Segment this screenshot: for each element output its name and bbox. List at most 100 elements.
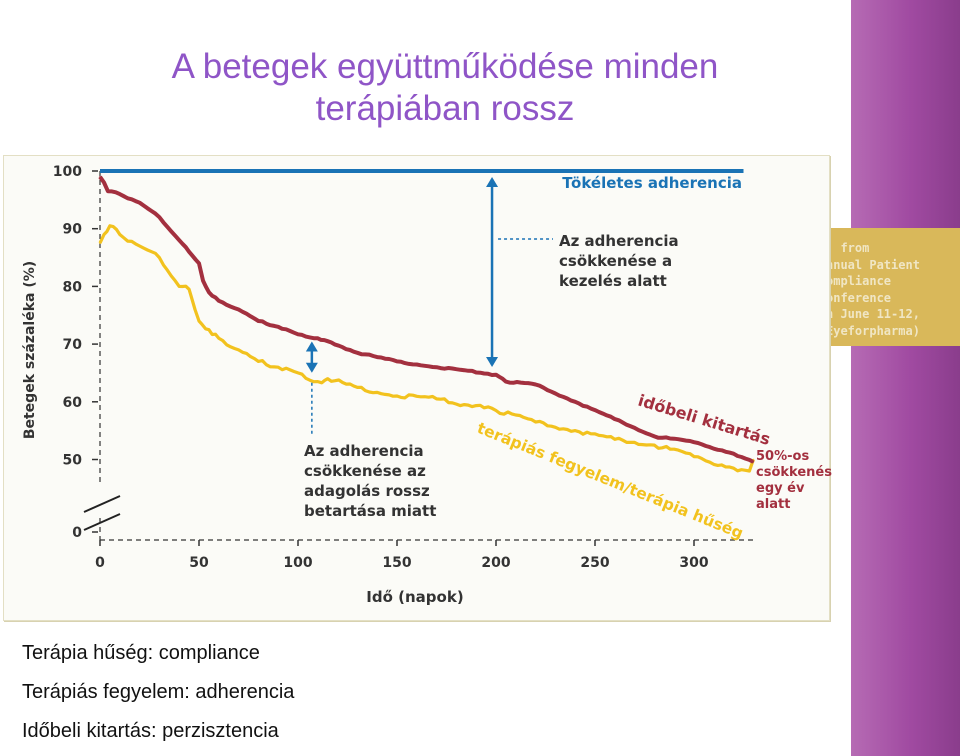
persistence-point	[178, 239, 180, 242]
persistence-point	[277, 325, 280, 328]
compliance-point	[320, 381, 323, 384]
persistence-point	[188, 250, 190, 253]
compliance-point	[435, 398, 438, 400]
treatment-drop-label: csökkenése a	[559, 252, 672, 270]
perfect-adherence-label: Tökéletes adherencia	[562, 174, 742, 192]
persistence-point	[435, 366, 438, 368]
compliance-point	[495, 409, 497, 412]
y-tick-label: 0	[72, 525, 82, 541]
chart-axes: 0 50 60 70 80 90 100 0 50 100 150 200 250 300 Idő (nap…	[22, 164, 756, 606]
persistence-point	[99, 175, 101, 178]
glossary-line-persistence: Időbeli kitartás: perzisztencia	[22, 720, 279, 742]
compliance-point	[188, 288, 190, 291]
persistence-point	[534, 383, 537, 386]
persistence-label: időbeli kitartás	[636, 391, 773, 449]
compliance-point	[237, 349, 240, 351]
compliance-point	[614, 438, 616, 441]
compliance-point	[574, 429, 576, 432]
x-tick-label: 50	[189, 555, 209, 571]
persistence-point	[158, 216, 161, 218]
compliance-point	[693, 455, 695, 458]
x-tick-label: 150	[382, 555, 411, 571]
persistence-point	[505, 380, 507, 383]
compliance-point	[277, 366, 280, 368]
persistence-point	[752, 461, 755, 463]
compliance-point	[317, 380, 319, 383]
compliance-point	[534, 421, 537, 423]
persistence-point	[653, 435, 656, 438]
persistence-point	[317, 337, 319, 340]
persistence-point	[732, 452, 735, 455]
compliance-point	[748, 470, 751, 472]
x-tick-label: 300	[679, 555, 708, 571]
persistence-point	[138, 201, 141, 204]
x-tick-label: 100	[283, 555, 312, 571]
slide-title: A betegek együttműködése minden terápiáb…	[110, 46, 780, 130]
glossary-line-compliance: Terápia hűség: compliance	[22, 642, 260, 664]
compliance-point	[119, 233, 121, 236]
compliance-point	[208, 328, 210, 331]
treatment-drop-arrowhead-down	[486, 356, 499, 367]
compliance-point	[194, 308, 196, 311]
side-note-text: from nnual Patient ompliance onference n…	[826, 241, 920, 338]
year-drop-label: csökkenés	[756, 465, 832, 480]
x-tick-label: 200	[481, 555, 510, 571]
persistence-point	[107, 190, 109, 192]
compliance-point	[103, 233, 105, 236]
treatment-drop-arrowhead-up	[486, 177, 499, 187]
persistence-point	[119, 193, 121, 195]
persistence-point	[103, 181, 105, 184]
compliance-point	[752, 458, 755, 461]
compliance-point	[257, 360, 260, 363]
side-note-box: from nnual Patient ompliance onference n…	[824, 228, 960, 346]
y-axis-title: Betegek százaléka (%)	[22, 261, 38, 439]
compliance-point	[356, 386, 359, 389]
treatment-drop-label: kezelés alatt	[559, 272, 667, 290]
compliance-point	[158, 256, 161, 259]
compliance-point	[109, 225, 111, 227]
series-persistence	[98, 175, 755, 464]
x-axis-title: Idő (napok)	[366, 588, 463, 606]
series-compliance	[98, 224, 755, 473]
axis-break-mark	[83, 495, 121, 513]
compliance-point	[99, 242, 101, 244]
compliance-point	[297, 372, 299, 374]
y-tick-label: 100	[53, 164, 82, 180]
dosing-drop-arrowhead-down	[305, 362, 318, 373]
year-drop-label: alatt	[756, 497, 790, 512]
dosing-drop-label: csökkenése az	[304, 462, 426, 480]
year-drop-label: 50%-os	[756, 449, 809, 464]
persistence-point	[574, 401, 576, 403]
chart-series	[98, 169, 755, 473]
compliance-point	[138, 245, 141, 247]
persistence-point	[614, 418, 616, 420]
dosing-drop-label: adagolás rossz	[304, 482, 430, 500]
glossary-line-adherence: Terápiás fegyelem: adherencia	[22, 681, 295, 703]
y-tick-label: 70	[63, 337, 83, 353]
axis-break-mark	[83, 513, 121, 531]
persistence-point	[297, 333, 299, 336]
persistence-point	[237, 308, 240, 311]
compliance-point	[198, 320, 200, 322]
treatment-drop-label: Az adherencia	[559, 232, 679, 250]
x-tick-label: 0	[95, 555, 105, 571]
y-tick-label: 80	[63, 279, 83, 295]
decorative-side-band	[851, 0, 960, 756]
persistence-point	[693, 441, 695, 443]
compliance-point	[396, 395, 398, 397]
dosing-drop-label: betartása miatt	[304, 502, 436, 520]
compliance-point	[218, 337, 220, 340]
persistence-point	[356, 351, 359, 354]
persistence-point	[326, 340, 329, 343]
persistence-point	[218, 300, 220, 302]
chart-panel	[3, 155, 830, 621]
slide-title-line-2: terápiában rossz	[315, 89, 575, 128]
y-tick-label: 60	[63, 395, 83, 411]
x-tick-label: 250	[580, 555, 609, 571]
persistence-point	[495, 373, 497, 376]
compliance-point	[178, 285, 180, 288]
compliance-point	[653, 444, 656, 446]
persistence-point	[198, 262, 200, 265]
year-drop-label: egy év	[756, 481, 805, 496]
